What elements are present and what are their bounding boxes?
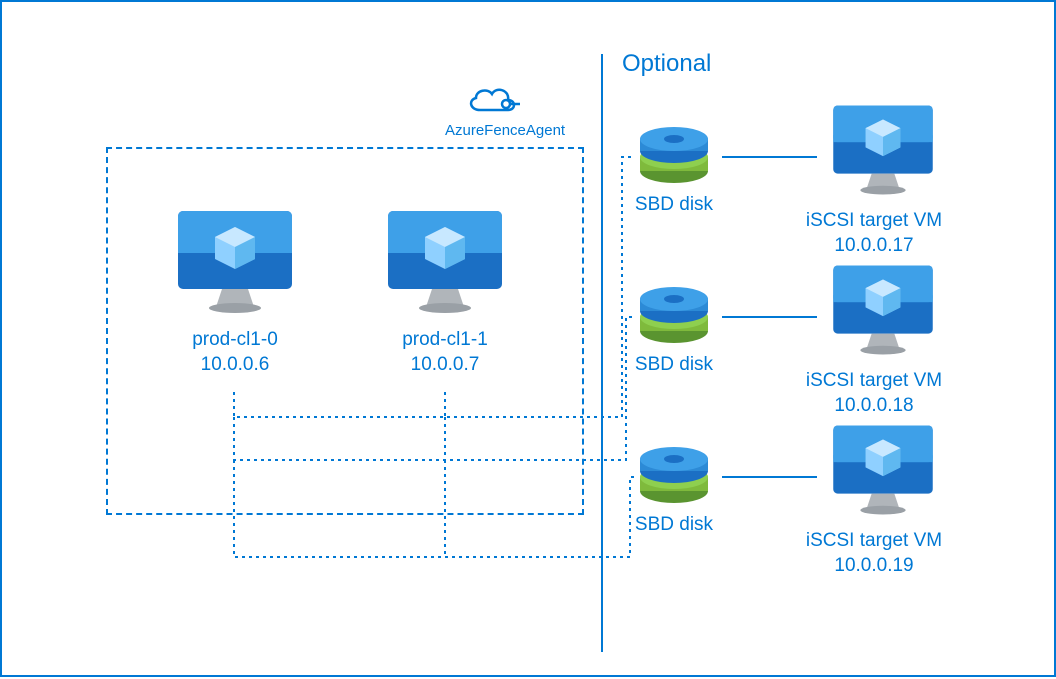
vm-ip: 10.0.0.6 <box>172 353 298 378</box>
vm-name: prod-cl1-1 <box>382 328 508 353</box>
fence-agent-label: AzureFenceAgent <box>445 122 565 139</box>
sbd-disk-1: SBD disk <box>634 287 714 376</box>
solid-connectors <box>722 157 817 477</box>
vm-icon <box>827 262 939 358</box>
vm-icon <box>827 102 939 198</box>
cluster-vm-1: prod-cl1-1 10.0.0.7 <box>382 207 508 377</box>
vm-ip: 10.0.0.18 <box>799 394 949 419</box>
vm-name: prod-cl1-0 <box>172 328 298 353</box>
vm-ip: 10.0.0.19 <box>799 554 949 579</box>
vm-icon <box>827 422 939 518</box>
sbd-disk-0: SBD disk <box>634 127 714 216</box>
disk-icon <box>634 447 714 505</box>
disk-label: SBD disk <box>634 514 714 536</box>
vm-ip: 10.0.0.17 <box>799 234 949 259</box>
vm-name: iSCSI target VM <box>799 529 949 554</box>
optional-label: Optional <box>622 50 711 78</box>
vm-name: iSCSI target VM <box>799 209 949 234</box>
disk-label: SBD disk <box>634 354 714 376</box>
diagram-canvas: Optional AzureFenceAgent prod-cl1-0 <box>0 0 1056 677</box>
disk-label: SBD disk <box>634 194 714 216</box>
sbd-disk-2: SBD disk <box>634 447 714 536</box>
vm-icon <box>172 207 298 317</box>
iscsi-vm-0: iSCSI target VM 10.0.0.17 <box>817 102 949 258</box>
cluster-vm-0: prod-cl1-0 10.0.0.6 <box>172 207 298 377</box>
iscsi-vm-1: iSCSI target VM 10.0.0.18 <box>817 262 949 418</box>
vm-ip: 10.0.0.7 <box>382 353 508 378</box>
vm-icon <box>382 207 508 317</box>
vm-name: iSCSI target VM <box>799 369 949 394</box>
iscsi-vm-2: iSCSI target VM 10.0.0.19 <box>817 422 949 578</box>
fence-agent-icon <box>462 80 522 127</box>
disk-icon <box>634 127 714 185</box>
disk-icon <box>634 287 714 345</box>
